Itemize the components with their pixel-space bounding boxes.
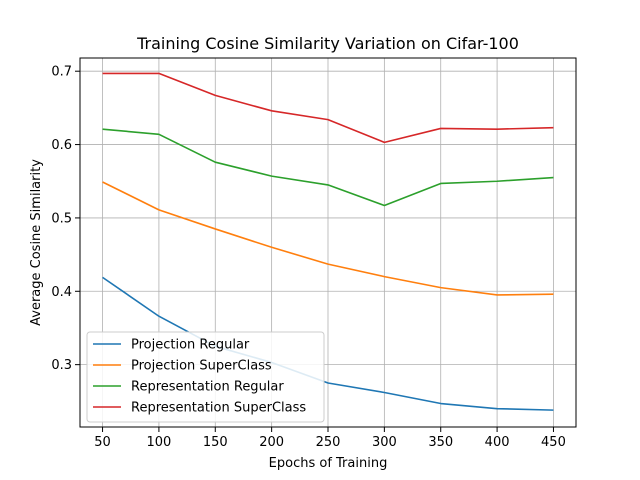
legend-label: Representation SuperClass [131,401,306,416]
series-line-projection-superclass [102,181,554,296]
axis-ticks: 50 100 150 200 250 300 350 400 450 0.3 0.4 0.5 0.6 0.… [51,65,566,450]
y-tick-label: 0.6 [51,138,72,153]
x-tick-label: 100 [146,435,171,450]
legend: Projection Regular Projection SuperClass R… [86,331,325,423]
legend-label: Projection SuperClass [131,359,272,374]
x-tick-label: 400 [485,435,510,450]
series-line-representation-superclass [102,72,554,144]
y-axis-label: Average Cosine Similarity [29,159,44,326]
grid [80,58,576,427]
x-tick-label: 300 [372,435,397,450]
y-tick-label: 0.7 [51,65,72,80]
x-tick-label: 350 [428,435,453,450]
series-lines [102,72,554,411]
x-tick-label: 450 [541,435,566,450]
legend-box [86,331,325,423]
legend-label: Representation Regular [131,380,284,395]
y-tick-label: 0.5 [51,211,72,226]
x-tick-label: 250 [316,435,341,450]
series-line-projection-regular [102,276,554,411]
series-line-representation-regular [102,128,554,207]
x-axis-label: Epochs of Training [269,456,388,471]
y-tick-label: 0.4 [51,285,72,300]
chart-title: Training Cosine Similarity Variation on … [136,34,519,53]
legend-label: Projection Regular [131,338,250,353]
x-tick-label: 50 [94,435,111,450]
y-tick-label: 0.3 [51,358,72,373]
x-tick-label: 200 [259,435,284,450]
x-tick-label: 150 [203,435,228,450]
